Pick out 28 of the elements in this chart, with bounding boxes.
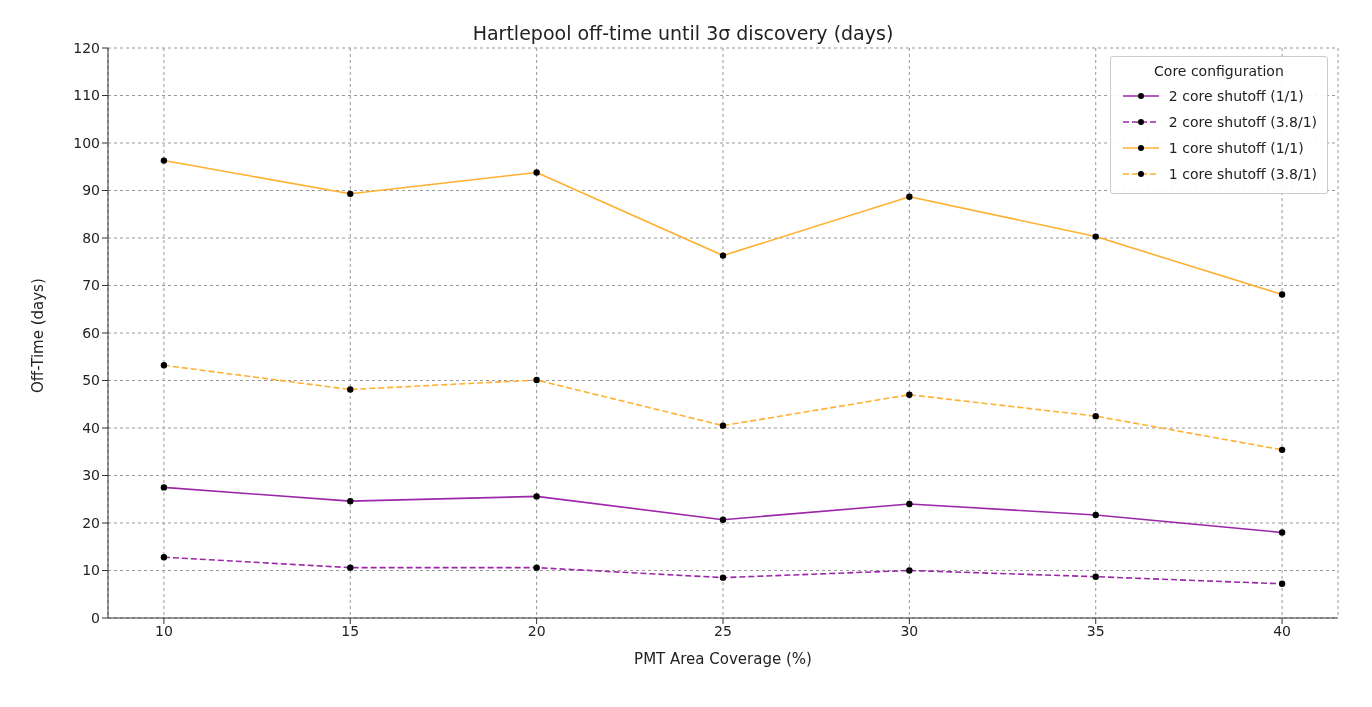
x-tick-label: 20 [527, 622, 546, 639]
y-tick-label: 90 [82, 182, 100, 199]
legend-label: 2 core shutoff (3.8/1) [1168, 114, 1317, 130]
y-tick-label: 30 [82, 467, 100, 484]
x-tick-label: 15 [341, 622, 360, 639]
legend-label: 1 core shutoff (3.8/1) [1168, 166, 1317, 182]
x-tick-label: 40 [1273, 622, 1292, 639]
y-tick-label: 100 [73, 134, 100, 151]
y-axis-title: Off-Time (days) [29, 278, 48, 393]
legend-title: Core configuration [1153, 63, 1285, 79]
x-tick-label: 35 [1086, 622, 1105, 639]
y-tick-label: 10 [82, 562, 100, 579]
y-tick-label: 80 [82, 229, 100, 246]
x-axis-title: PMT Area Coverage (%) [634, 650, 812, 668]
x-tick-label: 10 [155, 622, 173, 639]
x-tick-label: 30 [900, 622, 919, 639]
y-tick-label: 60 [82, 324, 100, 341]
y-tick-label: 110 [73, 87, 100, 104]
chart-title: Hartlepool off-time until 3σ discovery (days) [472, 22, 894, 44]
y-tick-label: 40 [82, 419, 100, 436]
y-tick-label: 0 [91, 609, 100, 626]
y-tick-label: 120 [73, 39, 100, 56]
y-tick-label: 20 [82, 514, 100, 531]
y-tick-label: 70 [82, 277, 100, 294]
legend-label: 1 core shutoff (1/1) [1168, 140, 1304, 156]
x-tick-label: 25 [714, 622, 732, 639]
y-tick-label: 50 [82, 372, 100, 389]
legend-label: 2 core shutoff (1/1) [1168, 88, 1304, 104]
